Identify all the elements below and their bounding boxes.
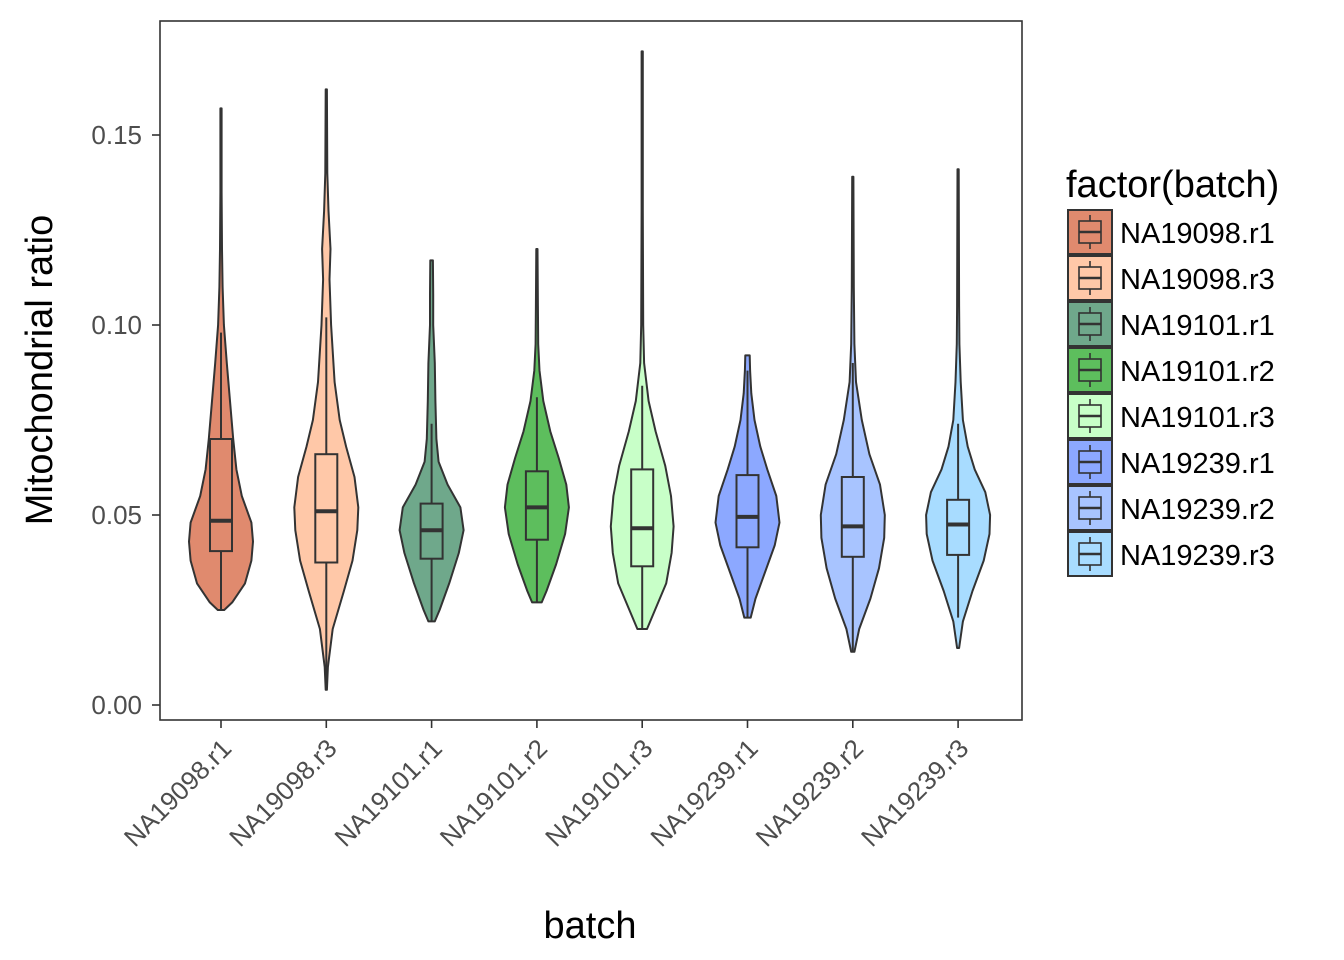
legend-key <box>1067 301 1113 347</box>
legend-title: factor(batch) <box>1066 164 1279 206</box>
legend-key <box>1067 393 1113 439</box>
x-axis-title: batch <box>544 905 637 947</box>
box <box>630 468 655 568</box>
y-axis: 0.00 0.05 0.10 0.15 <box>91 120 160 720</box>
violin-shape <box>925 168 992 649</box>
y-axis-title: Mitochondrial ratio <box>19 215 61 525</box>
violin-group <box>188 107 254 611</box>
y-tick-label: 0.15 <box>91 120 142 150</box>
plot-panel <box>159 20 1023 721</box>
legend-label: NA19098.r1 <box>1120 218 1275 250</box>
box <box>209 438 233 553</box>
x-tick-label: NA19101.r3 <box>539 733 658 852</box>
violin-shape <box>609 50 675 630</box>
legend-key <box>1067 439 1113 485</box>
legend-label: NA19239.r3 <box>1120 540 1275 572</box>
legend-label: NA19101.r3 <box>1120 402 1275 434</box>
legend-key <box>1067 209 1113 255</box>
violin-series-group <box>188 50 992 691</box>
violin-group <box>819 175 886 653</box>
legend-label: NA19098.r3 <box>1120 264 1275 296</box>
x-tick-label: NA19239.r2 <box>750 733 869 852</box>
legend-key <box>1067 347 1113 393</box>
box <box>735 474 760 549</box>
legend-label: NA19101.r2 <box>1120 356 1275 388</box>
legend-label: NA19101.r1 <box>1120 310 1275 342</box>
legend-key <box>1067 255 1113 301</box>
legend-label: NA19239.r1 <box>1120 448 1275 480</box>
box <box>840 476 865 558</box>
x-tick-label: NA19098.r3 <box>223 733 342 852</box>
violin-group <box>503 248 570 604</box>
x-tick-label: NA19239.r3 <box>855 733 974 852</box>
y-tick-label: 0.00 <box>91 690 142 720</box>
legend-key <box>1067 485 1113 531</box>
legend-key <box>1067 531 1113 577</box>
violin-group <box>398 259 465 623</box>
violin-group <box>714 354 781 619</box>
x-tick-label: NA19239.r1 <box>644 733 763 852</box>
y-tick-label: 0.05 <box>91 500 142 530</box>
box <box>314 453 339 564</box>
x-axis: NA19098.r1NA19098.r3NA19101.r1NA19101.r2… <box>118 720 974 852</box>
violin-group <box>293 88 360 691</box>
legend: factor(batch) NA19098.r1 NA19098.r3 NA1910… <box>1066 164 1279 577</box>
violin-group <box>609 50 675 630</box>
x-tick-label: NA19098.r1 <box>118 733 237 852</box>
x-tick-label: NA19101.r1 <box>329 733 448 852</box>
violin-group <box>925 168 992 649</box>
box <box>946 498 971 556</box>
panel-border <box>159 20 1023 721</box>
y-tick-label: 0.10 <box>91 310 142 340</box>
legend-label: NA19239.r2 <box>1120 494 1275 526</box>
x-tick-label: NA19101.r2 <box>434 733 553 852</box>
